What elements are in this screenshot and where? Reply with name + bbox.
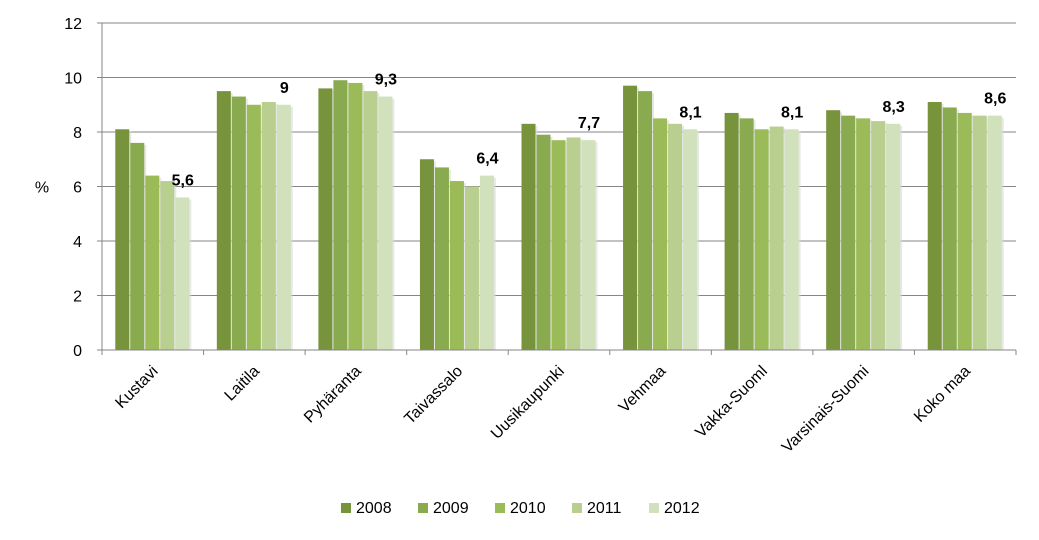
bar <box>638 91 653 350</box>
y-tick-label: 6 <box>73 180 82 197</box>
legend-swatch <box>495 503 505 513</box>
bar <box>957 112 972 350</box>
bar <box>769 126 784 350</box>
y-axis-label: % <box>35 180 49 197</box>
bar <box>841 115 856 351</box>
bar <box>145 175 160 350</box>
bar <box>261 102 276 351</box>
x-tick-label: Varsinais-Suomi <box>779 363 873 457</box>
bar <box>942 107 957 350</box>
bar <box>724 112 739 350</box>
data-label: 8,6 <box>984 91 1006 108</box>
bar <box>160 181 175 350</box>
legend-swatch <box>572 503 582 513</box>
data-label: 6,4 <box>476 151 498 168</box>
bar <box>683 129 698 350</box>
legend-label: 2008 <box>356 500 392 517</box>
x-tick-label: Uusikaupunki <box>488 363 568 443</box>
bar <box>871 121 886 350</box>
data-label: 9,3 <box>375 72 397 89</box>
x-tick-label: Koko maa <box>911 363 974 426</box>
legend-swatch <box>341 503 351 513</box>
data-label: 9 <box>280 80 289 97</box>
legend-label: 2010 <box>510 500 546 517</box>
bar <box>521 123 536 350</box>
bar <box>175 197 190 350</box>
legend-swatch <box>418 503 428 513</box>
bar <box>419 159 434 350</box>
bar <box>246 104 261 350</box>
y-tick-label: 10 <box>64 71 82 88</box>
data-label: 5,6 <box>172 172 194 189</box>
bar <box>987 115 1002 351</box>
bar <box>464 186 479 350</box>
x-tick-label: Pyhäranta <box>301 363 365 427</box>
bar <box>784 129 799 350</box>
bar <box>972 115 987 351</box>
bar <box>231 96 246 350</box>
bar <box>536 134 551 350</box>
bar <box>115 129 130 350</box>
bar <box>653 118 668 350</box>
y-tick-label: 2 <box>73 289 82 306</box>
x-tick-label: Taivassalo <box>401 363 466 428</box>
bar <box>318 88 333 351</box>
bar <box>434 167 449 350</box>
bar <box>581 140 596 350</box>
bar <box>130 142 145 350</box>
bar <box>754 129 769 350</box>
y-tick-label: 8 <box>73 125 82 142</box>
bar <box>856 118 871 350</box>
bar <box>826 110 841 350</box>
bar <box>479 175 494 350</box>
x-tick-label: Laitila <box>222 363 264 405</box>
bar <box>378 96 393 350</box>
data-label: 8,1 <box>781 104 803 121</box>
bar <box>216 91 231 350</box>
y-tick-label: 4 <box>73 234 82 251</box>
x-tick-label: Kustavi <box>112 363 161 412</box>
bar <box>886 123 901 350</box>
data-label: 8,1 <box>679 104 701 121</box>
legend-label: 2012 <box>664 500 700 517</box>
legend-swatch <box>649 503 659 513</box>
x-tick-label: Vakka-Suoml <box>692 363 770 441</box>
bar <box>276 104 291 350</box>
legend-label: 2009 <box>433 500 469 517</box>
x-tick-label: Vehmaa <box>616 363 670 417</box>
bar <box>668 123 683 350</box>
bar <box>333 80 348 350</box>
bar <box>623 85 638 351</box>
bar <box>551 140 566 350</box>
y-tick-label: 0 <box>73 343 82 360</box>
bar <box>739 118 754 350</box>
data-label: 7,7 <box>578 115 600 132</box>
legend-label: 2011 <box>587 500 622 517</box>
bar <box>348 82 363 350</box>
bar <box>449 181 464 350</box>
data-label: 8,3 <box>883 99 905 116</box>
bar <box>363 91 378 350</box>
bar <box>566 137 581 350</box>
bar <box>927 102 942 351</box>
y-tick-label: 12 <box>64 16 82 33</box>
